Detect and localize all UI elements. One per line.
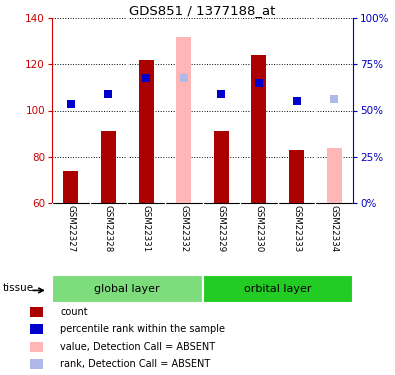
Bar: [30, 324, 43, 334]
Text: percentile rank within the sample: percentile rank within the sample: [60, 324, 225, 334]
Text: GSM22333: GSM22333: [292, 205, 301, 252]
Point: [68, 100, 74, 106]
Point: [218, 92, 224, 98]
Text: GSM22327: GSM22327: [66, 205, 75, 252]
Title: GDS851 / 1377188_at: GDS851 / 1377188_at: [129, 4, 276, 17]
Bar: [251, 55, 267, 203]
Text: GSM22329: GSM22329: [217, 205, 226, 252]
Bar: [289, 150, 304, 203]
Bar: [63, 171, 78, 203]
Text: count: count: [60, 307, 88, 317]
Point: [256, 80, 262, 86]
Point: [105, 92, 112, 98]
Text: rank, Detection Call = ABSENT: rank, Detection Call = ABSENT: [60, 359, 211, 369]
Bar: [176, 36, 191, 203]
Point: [181, 75, 187, 81]
Point: [143, 75, 149, 81]
Text: value, Detection Call = ABSENT: value, Detection Call = ABSENT: [60, 342, 215, 352]
Text: global layer: global layer: [94, 284, 160, 294]
Bar: [101, 131, 116, 203]
Text: GSM22334: GSM22334: [330, 205, 339, 252]
Text: GSM22331: GSM22331: [141, 205, 150, 252]
Bar: [214, 131, 229, 203]
Text: GSM22332: GSM22332: [179, 205, 188, 252]
Bar: [327, 147, 342, 203]
Text: GSM22330: GSM22330: [254, 205, 263, 252]
Text: tissue: tissue: [3, 283, 34, 292]
Bar: [30, 307, 43, 316]
Bar: [203, 275, 353, 303]
Text: orbital layer: orbital layer: [244, 284, 312, 294]
Bar: [30, 342, 43, 352]
Bar: [139, 60, 154, 203]
Point: [293, 98, 300, 104]
Bar: [52, 275, 203, 303]
Text: GSM22328: GSM22328: [104, 205, 113, 252]
Point: [331, 96, 337, 102]
Bar: [30, 359, 43, 369]
